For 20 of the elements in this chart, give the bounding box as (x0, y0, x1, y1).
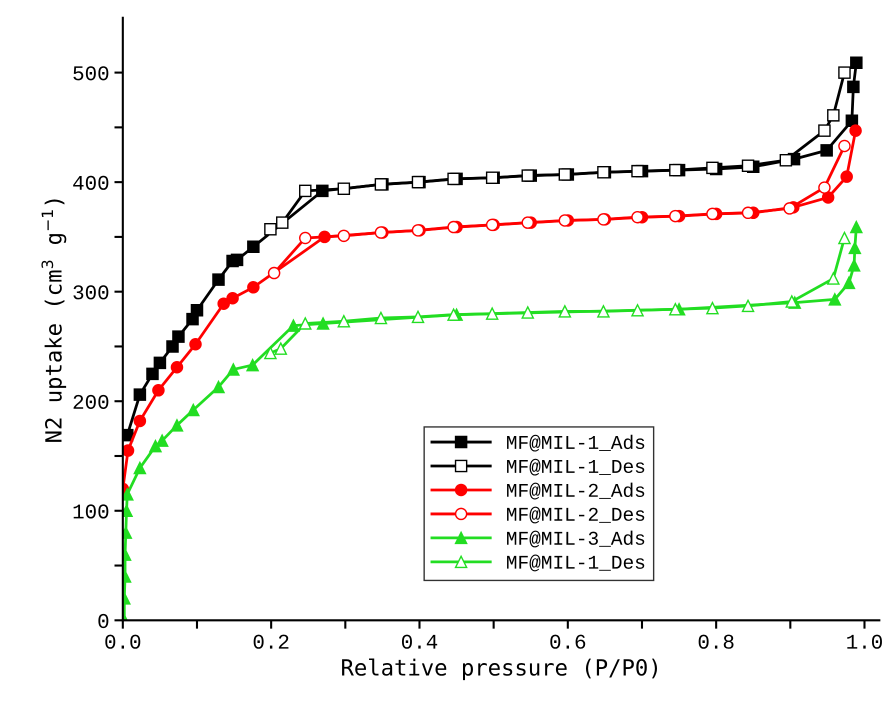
x-tick-label: 0.6 (550, 634, 586, 649)
legend-label: MF@MIL-3_Ads (507, 530, 644, 548)
y-tick-label: 200 (74, 394, 108, 409)
x-tick-label: 0.4 (402, 634, 438, 649)
x-tick-label: 1.0 (847, 634, 882, 649)
y-tick-label: 400 (73, 176, 108, 190)
y-tick-label: 500 (73, 66, 108, 80)
y-axis-title: N2 uptake (cm$^{3}$ g$^{−1}$) (41, 199, 66, 442)
legend-label: MF@MIL-2_Ads (507, 482, 644, 500)
x-axis-title: Relative pressure (P/P0) (342, 658, 657, 680)
y-tick-label: 100 (74, 504, 108, 519)
x-tick-label: 0.2 (254, 634, 288, 649)
legend-label: MF@MIL-1_Des (507, 554, 644, 572)
y-tick-label: 300 (73, 285, 108, 300)
legend-label: MF@MIL-1_Des (507, 458, 644, 476)
x-tick-label: 0.8 (698, 634, 734, 649)
legend-label: MF@MIL-2_Des (507, 506, 644, 524)
y-tick-label: 0 (98, 614, 108, 628)
x-tick-label: 0.0 (105, 634, 140, 649)
legend-label: MF@MIL-1_Ads (507, 434, 644, 452)
